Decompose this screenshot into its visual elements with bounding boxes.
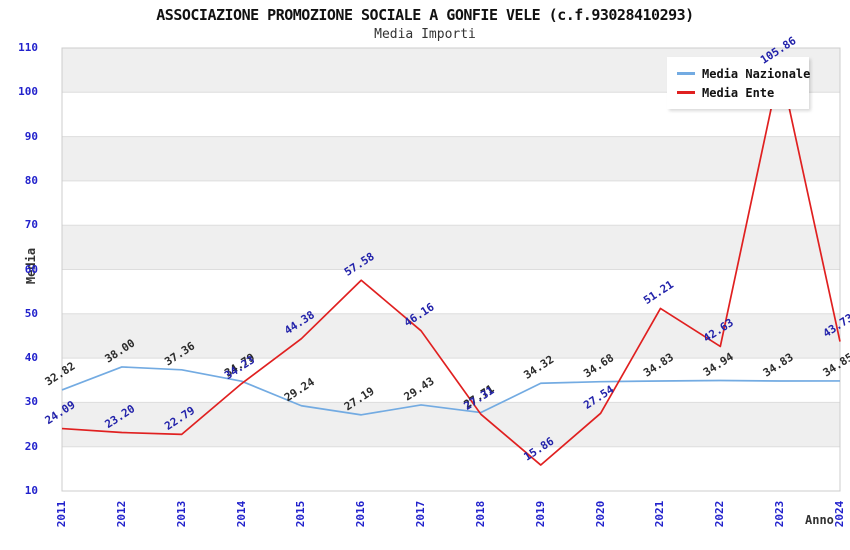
plot-band <box>62 313 840 359</box>
y-tick-label: 100 <box>18 85 38 99</box>
x-tick-label: 2023 <box>773 500 787 528</box>
x-tick-label: 2024 <box>833 500 846 528</box>
y-tick-label: 70 <box>24 218 38 232</box>
y-tick-label: 50 <box>24 306 38 320</box>
x-tick-label: 2015 <box>294 500 308 528</box>
x-tick-label: 2013 <box>174 500 188 528</box>
legend-item-media-nazionale: Media Nazionale <box>677 64 811 83</box>
plot-band <box>62 402 840 447</box>
plot-band <box>62 225 840 270</box>
x-tick-label: 2020 <box>593 500 607 528</box>
y-tick-label: 30 <box>24 395 38 409</box>
y-tick-label: 110 <box>18 41 38 54</box>
x-tick-label: 2019 <box>533 500 547 528</box>
plot-band <box>62 446 840 491</box>
x-tick-label: 2011 <box>55 500 68 528</box>
chart-subtitle: Media Importi <box>374 27 476 42</box>
y-tick-label: 60 <box>24 262 38 276</box>
legend-label-ente: Media Ente <box>702 85 775 100</box>
x-tick-label: 2012 <box>114 500 128 528</box>
legend-label-nazionale: Media Nazionale <box>702 66 811 81</box>
plot-band <box>62 269 840 314</box>
y-tick-label: 10 <box>24 484 38 497</box>
series-line-media-nazionale <box>61 366 841 416</box>
plot-band <box>62 180 840 226</box>
x-tick-label: 2016 <box>354 500 368 528</box>
legend-line-swatch-ente-icon <box>677 91 695 94</box>
plot-border <box>61 47 841 492</box>
plot-band <box>62 136 840 181</box>
legend: Media Nazionale Media Ente <box>667 57 811 109</box>
y-tick-label: 20 <box>24 439 38 453</box>
x-tick-label: 2018 <box>473 500 487 528</box>
x-axis-title: Anno <box>805 513 834 527</box>
y-tick-label: 90 <box>24 129 38 143</box>
y-tick-label: 80 <box>24 173 38 187</box>
x-tick-label: 2017 <box>414 500 428 528</box>
x-tick-label: 2014 <box>234 500 248 528</box>
legend-line-swatch-nazionale-icon <box>677 72 695 75</box>
legend-item-media-ente: Media Ente <box>677 83 809 102</box>
x-tick-label: 2022 <box>713 500 727 528</box>
y-tick-label: 40 <box>24 351 38 365</box>
series-line-media-ente <box>61 65 841 466</box>
chart-title: ASSOCIAZIONE PROMOZIONE SOCIALE A GONFIE… <box>156 6 694 24</box>
x-tick-label: 2021 <box>653 500 667 528</box>
